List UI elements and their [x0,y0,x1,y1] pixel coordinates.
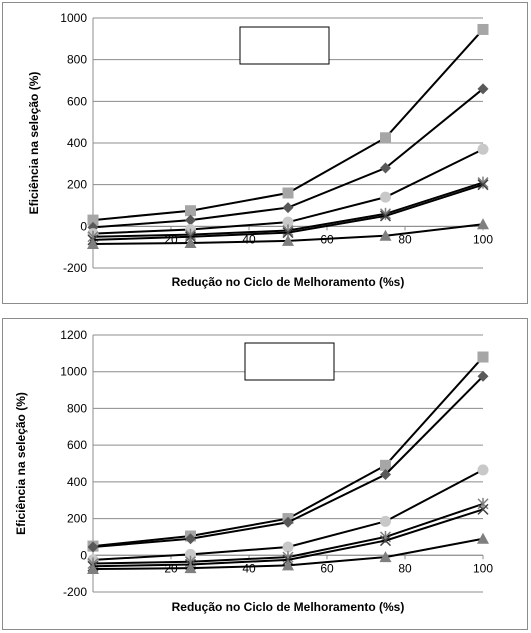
y-tick-label: 1000 [60,11,87,25]
data-point-2 [282,216,294,228]
y-axis-label: Eficiência na seleção (%) [27,72,41,215]
series-x [87,179,489,246]
data-point-4 [477,503,489,515]
data-point-0 [87,238,99,250]
y-tick-label: 200 [67,178,87,192]
data-point-1 [184,237,197,248]
x-axis-label: Redução no Ciclo de Melhoramento (%s) [172,600,405,614]
x-tick-label: 80 [398,561,412,575]
y-tick-label: 800 [67,53,87,67]
series-triangle [87,532,489,575]
data-point-0 [87,214,99,226]
y-tick-label: 200 [67,512,87,526]
data-point-1 [184,562,197,574]
data-point-1 [185,548,196,560]
data-point-2 [282,541,294,553]
y-axis-label: Eficiência na seleção (%) [14,392,28,535]
chart-top: -20002004006008001000020406080100Redução… [27,11,493,289]
series-diamond [87,83,489,233]
x-tick-label: 80 [398,232,412,246]
y-tick-label: 600 [67,94,87,108]
y-tick-label: 1200 [60,328,87,342]
chart-bottom: -200020040060080010001200020406080100Red… [14,328,493,614]
y-tick-label: 0 [80,219,87,233]
y-tick-label: 800 [67,401,87,415]
data-point-2 [282,202,294,214]
data-point-3 [379,229,392,241]
series-square [87,23,489,226]
data-point-3 [380,132,391,144]
y-tick-label: -200 [63,585,87,599]
data-point-4 [477,351,489,363]
data-point-1 [184,231,197,243]
data-point-2 [282,224,294,237]
data-point-0 [87,541,99,553]
data-point-0 [87,563,99,575]
series-triangle [87,218,489,250]
x-tick-label: 100 [473,561,493,575]
y-tick-label: 400 [67,136,87,150]
data-point-3 [380,459,391,471]
data-point-1 [185,214,196,226]
x-axis-label: Redução no Ciclo de Melhoramento (%s) [172,275,405,289]
y-tick-label: 0 [80,548,87,562]
y-tick-label: 600 [67,438,87,452]
chart-panel-top: -20002004006008001000020406080100Redução… [2,2,528,304]
x-tick-label: 100 [473,232,493,246]
data-point-4 [477,532,489,544]
legend-box [239,26,330,65]
series-diamond [87,370,489,553]
data-point-3 [380,162,391,174]
data-point-4 [477,179,489,191]
data-point-2 [282,187,294,199]
data-point-4 [477,497,489,510]
data-point-2 [282,227,294,239]
data-point-3 [380,191,391,203]
data-point-1 [185,205,196,217]
data-point-4 [477,370,489,382]
data-point-2 [282,516,294,528]
x-tick-label: 60 [320,561,334,575]
data-point-3 [379,551,392,563]
data-point-3 [379,210,392,222]
y-tick-label: -200 [63,261,87,275]
data-point-3 [379,535,392,547]
legend-box [244,342,335,381]
data-point-1 [185,533,196,545]
data-point-4 [477,218,489,230]
x-tick-label: 40 [242,232,256,246]
chart-panel-bottom: -200020040060080010001200020406080100Red… [2,318,528,630]
x-tick-label: 40 [242,561,256,575]
data-point-2 [282,559,294,571]
data-point-4 [477,23,489,35]
data-point-2 [282,234,294,246]
y-tick-label: 400 [67,475,87,489]
data-point-4 [477,464,489,476]
y-tick-label: 1000 [60,365,87,379]
series-star [87,497,489,570]
data-point-4 [477,83,489,95]
data-point-4 [477,143,489,155]
data-point-3 [380,515,391,527]
data-point-3 [380,469,391,481]
